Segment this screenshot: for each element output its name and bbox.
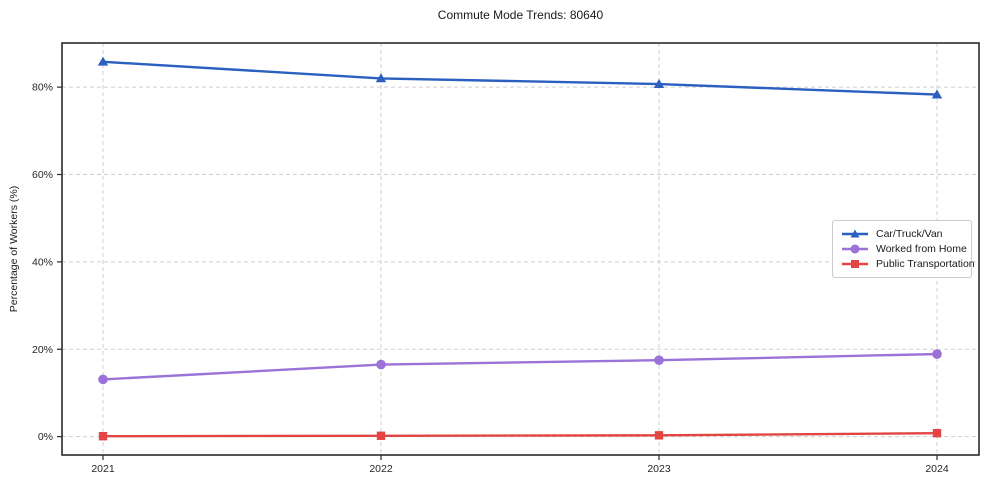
legend-label: Car/Truck/Van <box>876 227 943 240</box>
data-point-marker <box>98 432 108 441</box>
x-tick-label: 2022 <box>369 463 393 475</box>
series-line <box>102 60 938 96</box>
x-tick-label: 2021 <box>91 463 115 475</box>
legend-item-public-transportation: Public Transportation <box>841 257 975 271</box>
data-point-marker <box>931 89 943 99</box>
plot-border <box>61 42 980 456</box>
x-tick-label: 2023 <box>647 463 671 475</box>
data-point-marker <box>375 73 387 83</box>
chart-title: Commute Mode Trends: 80640 <box>437 8 604 22</box>
data-point-marker <box>653 78 665 88</box>
y-tick-label: 60% <box>32 169 53 181</box>
y-tick-label: 40% <box>32 256 53 268</box>
legend-label: Public Transportation <box>876 258 975 271</box>
legend-marker-triangle-icon <box>842 229 868 238</box>
legend-marker-circle-icon <box>842 244 868 254</box>
x-tick-label: 2024 <box>925 463 949 475</box>
data-point-marker <box>97 56 109 66</box>
legend: Car/Truck/Van Worked from Home Public Tr… <box>832 220 975 278</box>
series-line <box>102 352 938 381</box>
y-tick-label: 0% <box>38 431 53 443</box>
data-point-marker <box>932 349 942 359</box>
series-line <box>102 431 938 438</box>
series-public-transportation <box>98 428 942 441</box>
axis-ticks: 0% 20% 40% 60% 80% 2021 2022 2023 2024 <box>32 82 949 475</box>
legend-label: Worked from Home <box>876 242 967 255</box>
legend-item-worked-from-home: Worked from Home <box>841 242 967 256</box>
data-point-marker <box>376 359 386 370</box>
legend-item-car-truck-van: Car/Truck/Van <box>841 227 963 241</box>
gridlines <box>62 43 979 455</box>
y-tick-label: 20% <box>32 344 53 356</box>
y-tick-label: 80% <box>32 82 53 94</box>
data-point-marker <box>654 431 664 440</box>
data-point-marker <box>98 374 108 385</box>
data-point-marker <box>654 355 664 365</box>
data-point-marker <box>376 431 386 440</box>
series-car-truck-van <box>97 56 943 99</box>
series-worked-from-home <box>98 349 942 385</box>
legend-marker-square-icon <box>842 260 868 269</box>
data-point-marker <box>932 428 942 438</box>
